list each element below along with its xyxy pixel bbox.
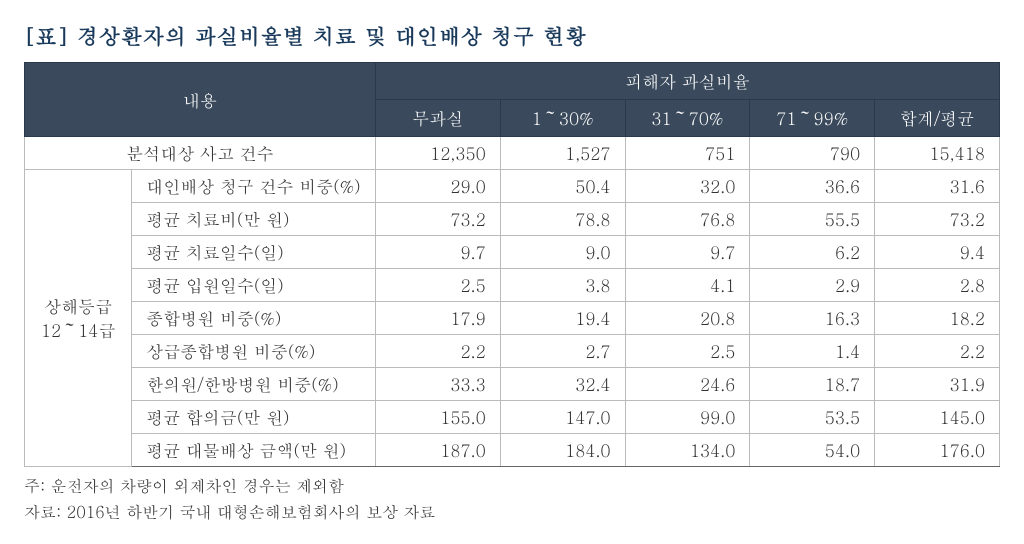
cell: 17.9 [375, 302, 500, 335]
cell: 12,350 [375, 137, 500, 170]
cell: 751 [625, 137, 750, 170]
table-row: 평균 치료일수(일) 9.7 9.0 9.7 6.2 9.4 [25, 236, 1000, 269]
cell: 9.7 [625, 236, 750, 269]
cell: 32.4 [500, 368, 625, 401]
cell: 147.0 [500, 401, 625, 434]
cell: 33.3 [375, 368, 500, 401]
cell: 2.5 [625, 335, 750, 368]
cell: 790 [750, 137, 875, 170]
table-body: 분석대상 사고 건수 12,350 1,527 751 790 15,418 상… [25, 137, 1000, 467]
cell: 31.9 [875, 368, 1000, 401]
cell: 155.0 [375, 401, 500, 434]
header-fault-ratio: 피해자 과실비율 [375, 63, 999, 100]
cell: 9.0 [500, 236, 625, 269]
cell: 29.0 [375, 170, 500, 203]
cell: 2.5 [375, 269, 500, 302]
cell: 15,418 [875, 137, 1000, 170]
cell: 73.2 [375, 203, 500, 236]
cell: 55.5 [750, 203, 875, 236]
header-sub-2: 31～70% [625, 100, 750, 137]
header-sub-1: 1～30% [500, 100, 625, 137]
cell: 134.0 [625, 434, 750, 467]
cell: 76.8 [625, 203, 750, 236]
header-sub-4: 합계/평균 [875, 100, 1000, 137]
cell: 36.6 [750, 170, 875, 203]
cell: 99.0 [625, 401, 750, 434]
header-content: 내용 [25, 63, 376, 137]
table-title: [표] 경상환자의 과실비율별 치료 및 대인배상 청구 현황 [24, 20, 1000, 50]
cell: 145.0 [875, 401, 1000, 434]
row-label: 평균 대물배상 금액(만 원) [132, 434, 376, 467]
cell: 176.0 [875, 434, 1000, 467]
cell: 1,527 [500, 137, 625, 170]
row-analysis-count: 분석대상 사고 건수 12,350 1,527 751 790 15,418 [25, 137, 1000, 170]
footnote-note: 주: 운전자의 차량이 외제차인 경우는 제외함 [24, 473, 1000, 499]
data-table: 내용 피해자 과실비율 무과실 1～30% 31～70% 71～99% 합계/평… [24, 62, 1000, 467]
header-sub-0: 무과실 [375, 100, 500, 137]
cell: 73.2 [875, 203, 1000, 236]
row-label: 상급종합병원 비중(%) [132, 335, 376, 368]
table-row: 평균 대물배상 금액(만 원) 187.0 184.0 134.0 54.0 1… [25, 434, 1000, 467]
cell: 78.8 [500, 203, 625, 236]
cell: 6.2 [750, 236, 875, 269]
cell: 24.6 [625, 368, 750, 401]
table-row: 종합병원 비중(%) 17.9 19.4 20.8 16.3 18.2 [25, 302, 1000, 335]
row-label: 평균 입원일수(일) [132, 269, 376, 302]
table-row: 평균 입원일수(일) 2.5 3.8 4.1 2.9 2.8 [25, 269, 1000, 302]
cell: 2.7 [500, 335, 625, 368]
table-row: 평균 합의금(만 원) 155.0 147.0 99.0 53.5 145.0 [25, 401, 1000, 434]
category-injury-grade: 상해등급 12～14급 [25, 170, 132, 467]
table-row: 상해등급 12～14급 대인배상 청구 건수 비중(%) 29.0 50.4 3… [25, 170, 1000, 203]
row-label: 평균 합의금(만 원) [132, 401, 376, 434]
cell: 184.0 [500, 434, 625, 467]
cell: 3.8 [500, 269, 625, 302]
cell: 31.6 [875, 170, 1000, 203]
footnote-source: 자료: 2016년 하반기 국내 대형손해보험회사의 보상 자료 [24, 499, 1000, 525]
cell: 187.0 [375, 434, 500, 467]
row-label: 종합병원 비중(%) [132, 302, 376, 335]
cell: 18.7 [750, 368, 875, 401]
cell: 54.0 [750, 434, 875, 467]
cell: 20.8 [625, 302, 750, 335]
cell: 18.2 [875, 302, 1000, 335]
cell: 2.9 [750, 269, 875, 302]
cell: 2.8 [875, 269, 1000, 302]
cell: 19.4 [500, 302, 625, 335]
row-analysis-label: 분석대상 사고 건수 [25, 137, 376, 170]
cell: 53.5 [750, 401, 875, 434]
cell: 32.0 [625, 170, 750, 203]
row-label: 한의원/한방병원 비중(%) [132, 368, 376, 401]
table-row: 한의원/한방병원 비중(%) 33.3 32.4 24.6 18.7 31.9 [25, 368, 1000, 401]
table-row: 평균 치료비(만 원) 73.2 78.8 76.8 55.5 73.2 [25, 203, 1000, 236]
row-label: 평균 치료일수(일) [132, 236, 376, 269]
cell: 16.3 [750, 302, 875, 335]
cell: 4.1 [625, 269, 750, 302]
row-label: 평균 치료비(만 원) [132, 203, 376, 236]
cell: 50.4 [500, 170, 625, 203]
header-sub-3: 71～99% [750, 100, 875, 137]
row-label: 대인배상 청구 건수 비중(%) [132, 170, 376, 203]
cell: 1.4 [750, 335, 875, 368]
footnotes: 주: 운전자의 차량이 외제차인 경우는 제외함 자료: 2016년 하반기 국… [24, 473, 1000, 524]
cell: 9.7 [375, 236, 500, 269]
cell: 2.2 [875, 335, 1000, 368]
table-row: 상급종합병원 비중(%) 2.2 2.7 2.5 1.4 2.2 [25, 335, 1000, 368]
cell: 2.2 [375, 335, 500, 368]
cell: 9.4 [875, 236, 1000, 269]
